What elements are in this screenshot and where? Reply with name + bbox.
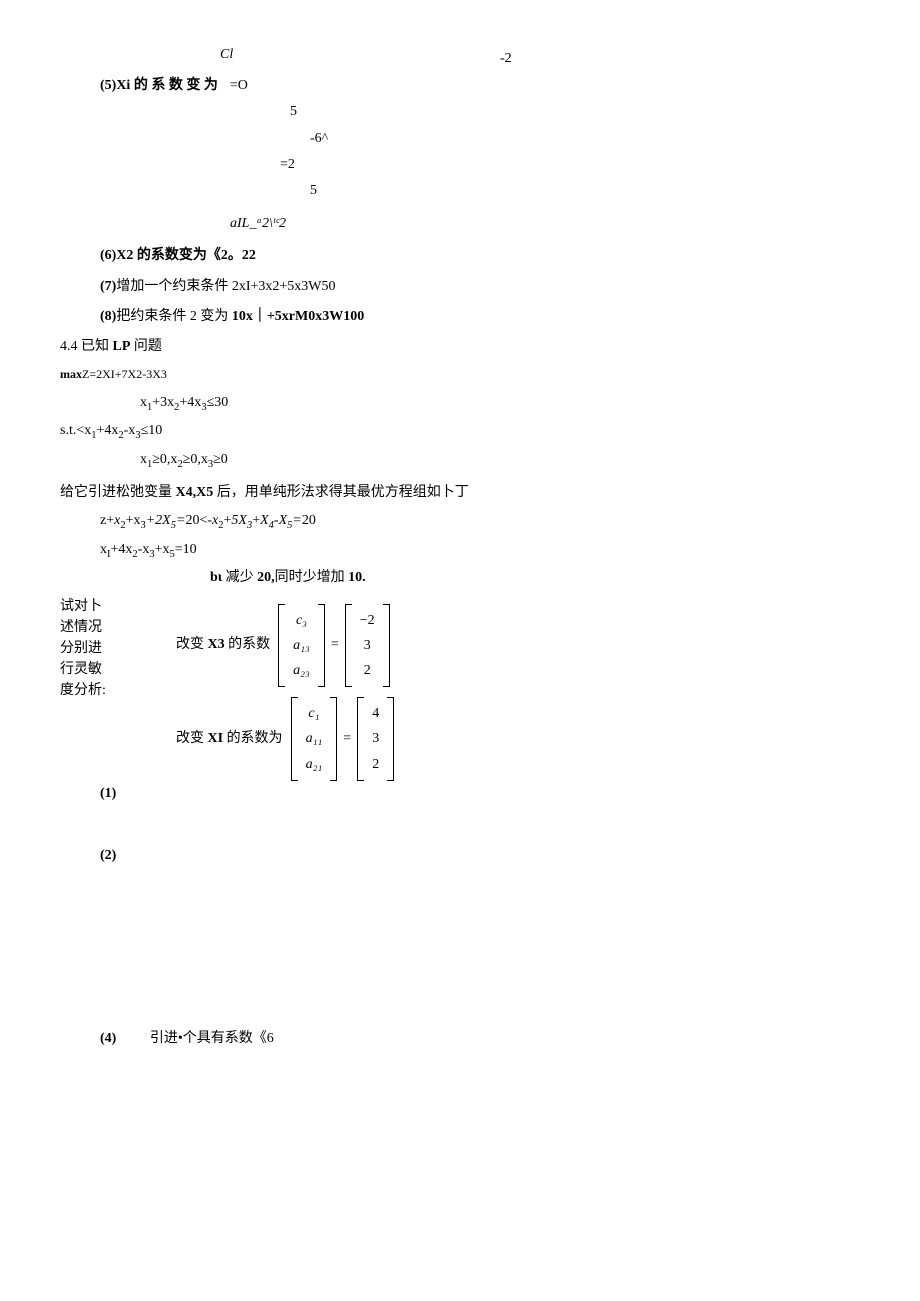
st1: x1+3x2+4x3≤30	[60, 392, 860, 417]
top-neg2: -2	[300, 48, 860, 70]
num-4: (4) 引进•个具有系数《6	[60, 1028, 860, 1050]
st2: s.t.<x1+4x2-x3≤10	[60, 420, 860, 445]
item-7: (7)(7)增加一个约束条件 2xI+3x2+5x3W50增加一个约束条件 2x…	[60, 276, 860, 298]
st3: x1≥0,x2≥0,x3≥0	[60, 449, 860, 474]
eq-line-1: z+x2+x3+2X5=20<-x2+5X3+X4-X5=20	[60, 510, 860, 535]
side-text: 试对卜 述情况 分别进 行灵敏 度分析:	[60, 596, 116, 701]
item-8: (8)把约束条件 2 变为 10x｜+5xrM0x3W100	[60, 306, 860, 328]
bi-line: bι 减少 20,同时少增加 10.	[210, 567, 860, 589]
eq-line-2: xI+4x2-x3+x5=10	[60, 539, 860, 564]
eq-o: =O	[230, 75, 248, 97]
num-2: (2)	[60, 845, 860, 867]
five-a: 5	[290, 101, 860, 123]
item-5-prefix: (5)Xi 的 系 数 变 为	[60, 75, 218, 97]
sec-44: 4.4 已知 LP 问题	[60, 336, 860, 358]
ail: aIL_ᵃ2\ᵗᶜ2	[230, 213, 860, 235]
maxz: maxZ=2XI+7X2-3X3	[60, 365, 860, 384]
neg6: -6^	[310, 128, 860, 150]
five-b: 5	[310, 180, 860, 202]
eq2: =2	[280, 154, 860, 176]
x3-coef-row: 改变 X3 的系数 c₃a₁₃a₂₃ = −232	[176, 604, 860, 688]
item-6: (6)X2 的系数变为《2。22	[60, 245, 860, 267]
intro-slack: 给它引进松弛变量 X4,X5 后，用单纯形法求得其最优方程组如卜丁	[60, 482, 860, 504]
x1-coef-row: 改变 XI 的系数为 c₁a₁₁a₂₁ = 432	[176, 697, 860, 781]
